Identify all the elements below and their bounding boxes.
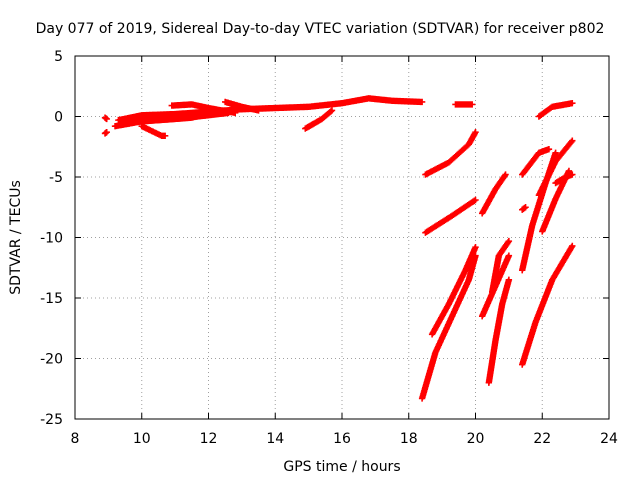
track-markers xyxy=(535,137,576,199)
y-tick-label: 5 xyxy=(54,49,63,65)
satellite-track xyxy=(138,122,169,140)
satellite-track xyxy=(488,237,513,296)
track-markers xyxy=(422,196,479,236)
chart-title: Day 077 of 2019, Sidereal Day-to-day VTE… xyxy=(36,21,605,37)
data-points xyxy=(101,95,576,402)
satellite-track xyxy=(121,108,219,126)
track-markers xyxy=(138,122,169,140)
satellite-track xyxy=(552,171,576,187)
satellite-track xyxy=(519,242,576,368)
y-tick-label: 0 xyxy=(54,110,63,126)
track-markers xyxy=(121,108,219,126)
track-markers xyxy=(519,242,576,368)
track-markers xyxy=(302,107,336,132)
x-axis: 8 10 12 14 16 18 20 22 24 xyxy=(71,56,618,447)
track-markers xyxy=(422,129,479,178)
track-markers xyxy=(519,145,553,178)
y-axis: 5 0 -5 -10 -15 -20 -25 xyxy=(40,49,609,428)
track-markers xyxy=(221,98,262,114)
track-markers xyxy=(552,171,576,187)
y-tick-label: -20 xyxy=(40,352,63,368)
satellite-track xyxy=(485,276,513,386)
track-markers xyxy=(101,114,110,123)
x-tick-label: 16 xyxy=(333,431,351,447)
y-tick-label: -15 xyxy=(40,291,63,307)
track-markers xyxy=(485,276,513,386)
track-markers xyxy=(168,101,239,117)
y-tick-label: -10 xyxy=(40,231,63,247)
track-markers xyxy=(535,99,576,120)
satellite-track xyxy=(422,129,479,178)
track-markers xyxy=(478,171,509,217)
satellite-track xyxy=(519,145,553,178)
y-tick-label: -5 xyxy=(49,170,63,186)
x-tick-label: 22 xyxy=(533,431,551,447)
satellite-track xyxy=(452,101,476,108)
satellite-track xyxy=(422,196,479,236)
satellite-track xyxy=(428,243,479,338)
x-axis-label: GPS time / hours xyxy=(283,459,400,475)
satellite-track xyxy=(535,99,576,120)
satellite-track xyxy=(101,114,110,123)
satellite-track xyxy=(221,98,262,114)
x-tick-label: 14 xyxy=(266,431,284,447)
y-tick-label: -25 xyxy=(40,412,63,428)
track-markers xyxy=(101,129,110,137)
y-axis-label: SDTVAR / TECUs xyxy=(8,180,24,295)
x-tick-label: 8 xyxy=(71,431,80,447)
track-markers xyxy=(488,237,513,296)
satellite-track xyxy=(478,171,509,217)
track-markers xyxy=(428,243,479,338)
x-tick-label: 24 xyxy=(600,431,618,447)
satellite-track xyxy=(535,137,576,199)
x-tick-label: 20 xyxy=(467,431,485,447)
x-tick-label: 12 xyxy=(200,431,218,447)
satellite-track xyxy=(101,129,110,137)
satellite-track xyxy=(302,107,336,132)
x-tick-label: 18 xyxy=(400,431,418,447)
satellite-track xyxy=(418,252,479,402)
x-tick-label: 10 xyxy=(133,431,151,447)
track-markers xyxy=(452,101,476,108)
satellite-track xyxy=(519,204,529,213)
track-markers xyxy=(418,252,479,402)
track-markers xyxy=(519,204,529,213)
satellite-track xyxy=(168,101,239,117)
